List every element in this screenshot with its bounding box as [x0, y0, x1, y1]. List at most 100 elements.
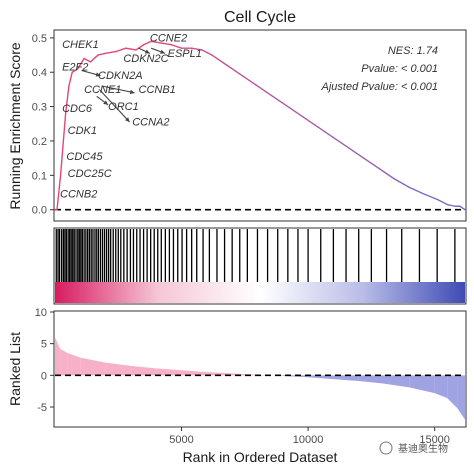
- es-curve-segment: [241, 74, 259, 87]
- gene-label: CCNB1: [139, 84, 176, 96]
- y-tick-label: 0.3: [32, 102, 47, 114]
- es-curve-segment: [256, 85, 274, 97]
- gene-label: CHEK1: [62, 39, 99, 51]
- enrichment-y-label: Running Enrichment Score: [7, 42, 23, 210]
- gene-label: CDK1: [68, 125, 97, 137]
- label-arrow: [101, 85, 135, 94]
- nes-stat: NES: 1.74: [388, 45, 438, 57]
- es-curve-segment: [77, 57, 85, 70]
- gene-label: CDKN2A: [98, 70, 143, 82]
- es-curve-segment: [347, 147, 365, 159]
- ranked-area-segment: [130, 365, 157, 376]
- ranked-area-segment: [409, 375, 435, 394]
- es-curve-segment: [125, 47, 137, 51]
- es-curve-segment: [71, 68, 79, 73]
- gene-label: CCNE1: [84, 84, 121, 96]
- es-curve-segment: [201, 49, 213, 56]
- es-curve-segment: [459, 205, 466, 211]
- ranked-area-segment: [447, 375, 458, 409]
- es-curve-segment: [160, 42, 173, 46]
- gene-label: ORC1: [108, 101, 139, 113]
- es-curve-segment: [59, 112, 67, 177]
- es-curve-segment: [83, 57, 92, 63]
- ranked-area-segment: [457, 375, 465, 420]
- label-arrowhead: [160, 49, 166, 54]
- es-curve-segment: [150, 40, 162, 44]
- es-curve-segment: [436, 198, 448, 206]
- chart-title: Cell Cycle: [224, 9, 296, 26]
- es-curve-segment: [104, 50, 117, 55]
- es-curve-segment: [64, 85, 70, 115]
- ranked-y-axis: -5 0 5 10: [35, 307, 54, 414]
- gene-annotations: CHEK1 E2F2 CDKN2A CCNE1 CCNB1 CDC6 ORC1 CCNA2 CD…: [60, 32, 202, 200]
- y-tick-label: 5: [41, 339, 47, 351]
- ranked-area-segment: [333, 375, 359, 382]
- ranked-area-segment: [358, 375, 385, 384]
- label-arrowhead: [129, 89, 135, 95]
- es-curve-segment: [89, 54, 99, 63]
- rank-heat-bar: [55, 282, 465, 303]
- y-tick-label: 0.2: [32, 136, 47, 148]
- ranked-plot: [55, 337, 465, 420]
- label-arrow: [98, 89, 131, 123]
- es-curve-segment: [142, 40, 152, 46]
- enrichment-y-axis: 0.0 0.1 0.2 0.3 0.4 0.5: [32, 33, 54, 217]
- es-curve-segment: [170, 44, 183, 49]
- ranked-area-segment: [156, 368, 182, 376]
- x-tick-label: 15000: [419, 434, 450, 446]
- ranked-y-label: Ranked List: [7, 332, 23, 406]
- label-arrowhead: [95, 72, 101, 77]
- es-curve-segment: [271, 95, 289, 108]
- x-tick-label: 5000: [169, 434, 193, 446]
- gene-label: E2F2: [62, 62, 88, 74]
- watermark-text: 基迪奥生物: [398, 442, 448, 455]
- es-curve-segment: [317, 126, 335, 139]
- label-arrowhead: [125, 117, 130, 123]
- enrichment-panel-frame: [53, 29, 467, 222]
- gene-label: CDKN2C: [123, 53, 168, 65]
- y-tick-label: 0: [41, 370, 47, 382]
- es-curve-segment: [135, 44, 145, 51]
- es-curve-segment: [68, 71, 73, 87]
- y-tick-label: 0.4: [32, 67, 47, 79]
- ranked-area-segment: [67, 353, 81, 376]
- label-arrowhead: [144, 49, 150, 54]
- pvalue-stat: Pvalue: < 0.001: [361, 63, 438, 75]
- enrichment-plot: [54, 40, 466, 211]
- es-curve-segment: [378, 167, 395, 180]
- ranked-area-segment: [60, 348, 68, 376]
- y-tick-label: 0.0: [32, 205, 47, 217]
- es-curve-segment: [446, 203, 456, 207]
- x-axis-ticks: 5000 10000 15000: [169, 427, 450, 446]
- gene-label: CDC6: [62, 103, 93, 115]
- gene-label: CCNB2: [60, 189, 97, 201]
- watermark: 基迪奥生物: [379, 441, 448, 455]
- ranked-area-segment: [55, 337, 61, 376]
- ranked-area-segment: [181, 370, 207, 376]
- es-curve-segment: [363, 157, 380, 170]
- es-curve-segment: [190, 47, 203, 51]
- y-tick-label: 0.1: [32, 170, 47, 182]
- gene-label: CDC25C: [68, 168, 112, 180]
- ranked-area-segment: [80, 357, 106, 376]
- es-curve-segment: [393, 178, 411, 189]
- wechat-icon: [379, 441, 393, 455]
- hit-bars: [55, 229, 456, 282]
- es-curve-segment: [115, 47, 127, 53]
- gene-label: CCNE2: [150, 32, 187, 44]
- es-curve-segment: [56, 174, 62, 211]
- es-curve-segment: [302, 116, 319, 128]
- es-curve-segment: [408, 186, 426, 195]
- label-arrowhead: [103, 100, 109, 105]
- y-tick-label: -5: [37, 402, 47, 414]
- gene-label: CDC45: [66, 151, 103, 163]
- ranked-area-segment: [308, 375, 334, 380]
- y-tick-label: 10: [35, 307, 47, 319]
- es-curve-segment: [423, 193, 438, 201]
- es-curve-segment: [211, 54, 228, 67]
- gene-label: CCNA2: [132, 117, 169, 129]
- gene-label: ESPL1: [168, 48, 202, 60]
- ranked-area-segment: [105, 362, 131, 376]
